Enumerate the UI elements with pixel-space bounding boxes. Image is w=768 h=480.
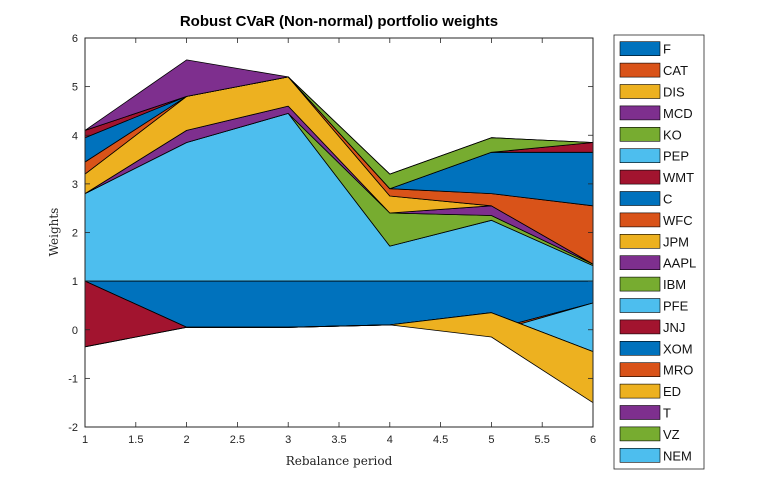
- legend-swatch: [619, 383, 661, 399]
- area-layers: [84, 59, 594, 404]
- legend-label: NEM: [663, 448, 692, 463]
- legend-label: ED: [663, 384, 681, 399]
- legend-swatch: [619, 298, 661, 313]
- legend-swatch: [619, 276, 661, 292]
- x-tick-label: 2: [184, 434, 190, 446]
- legend-label: F: [663, 42, 671, 57]
- x-axis-label: Rebalance period: [286, 454, 393, 468]
- legend-swatch: [619, 426, 661, 442]
- legend-box: [613, 34, 705, 470]
- x-axis: 1 1.5 2 2.5 3 3.5 4 4.5 5 5.5 6: [82, 38, 596, 446]
- y-tick-label: 2: [72, 228, 78, 240]
- legend-label: CAT: [663, 63, 688, 78]
- legend-swatch: [619, 148, 661, 163]
- legend-label: PFE: [663, 299, 689, 314]
- y-tick-label: -2: [68, 422, 78, 434]
- x-tick-label: 4: [387, 434, 393, 446]
- legend-label: IBM: [663, 277, 686, 292]
- legend-swatch: [619, 127, 661, 142]
- chart-title: Robust CVaR (Non-normal) portfolio weigh…: [180, 13, 498, 30]
- legend: F CAT DIS MCD KO PEP WMT C WFC JPM AAPL IBM PFE JNJ XO…: [613, 34, 705, 470]
- x-tick-label: 5: [488, 434, 494, 446]
- legend-label: WFC: [663, 213, 693, 228]
- legend-swatch: [619, 84, 661, 99]
- legend-swatch: [619, 234, 661, 249]
- legend-swatch: [619, 255, 661, 270]
- legend-swatch: [619, 191, 661, 206]
- legend-swatch: [619, 362, 661, 378]
- y-tick-label: 0: [72, 325, 78, 337]
- legend-label: JPM: [663, 234, 689, 249]
- legend-label: VZ: [663, 427, 680, 442]
- x-tick-label: 4.5: [433, 434, 448, 446]
- legend-label: MRO: [663, 363, 693, 378]
- legend-swatch: [619, 169, 661, 185]
- legend-label: AAPL: [663, 256, 696, 271]
- legend-label: DIS: [663, 85, 685, 100]
- legend-swatch: [619, 212, 661, 228]
- legend-label: MCD: [663, 106, 693, 121]
- legend-swatch: [619, 447, 661, 463]
- y-tick-label: 5: [72, 82, 78, 94]
- legend-label: C: [663, 192, 672, 207]
- legend-label: JNJ: [663, 320, 685, 335]
- x-tick-label: 1.5: [128, 434, 143, 446]
- y-tick-label: -1: [68, 373, 78, 385]
- legend-label: WMT: [663, 170, 694, 185]
- y-tick-label: 6: [72, 33, 78, 45]
- legend-label: PEP: [663, 149, 689, 164]
- y-tick-label: 1: [72, 276, 78, 288]
- legend-swatch: [619, 340, 661, 356]
- legend-swatch: [619, 62, 661, 78]
- y-tick-label: 3: [72, 179, 78, 191]
- legend-label: KO: [663, 127, 682, 142]
- x-tick-label: 1: [82, 434, 88, 446]
- y-axis: -2 -1 0 1 2 3 4 5 6: [68, 33, 593, 434]
- x-tick-label: 3: [285, 434, 291, 446]
- legend-swatch: [619, 105, 661, 121]
- legend-swatch: [619, 41, 661, 57]
- legend-swatch: [619, 319, 661, 335]
- x-tick-label: 6: [590, 434, 596, 446]
- x-tick-label: 5.5: [535, 434, 550, 446]
- y-axis-label: Weights: [47, 208, 61, 257]
- y-tick-label: 4: [72, 130, 78, 142]
- legend-label: XOM: [663, 341, 693, 356]
- legend-label: T: [663, 406, 671, 421]
- legend-swatch: [619, 405, 661, 420]
- x-tick-label: 3.5: [331, 434, 346, 446]
- x-tick-label: 2.5: [230, 434, 245, 446]
